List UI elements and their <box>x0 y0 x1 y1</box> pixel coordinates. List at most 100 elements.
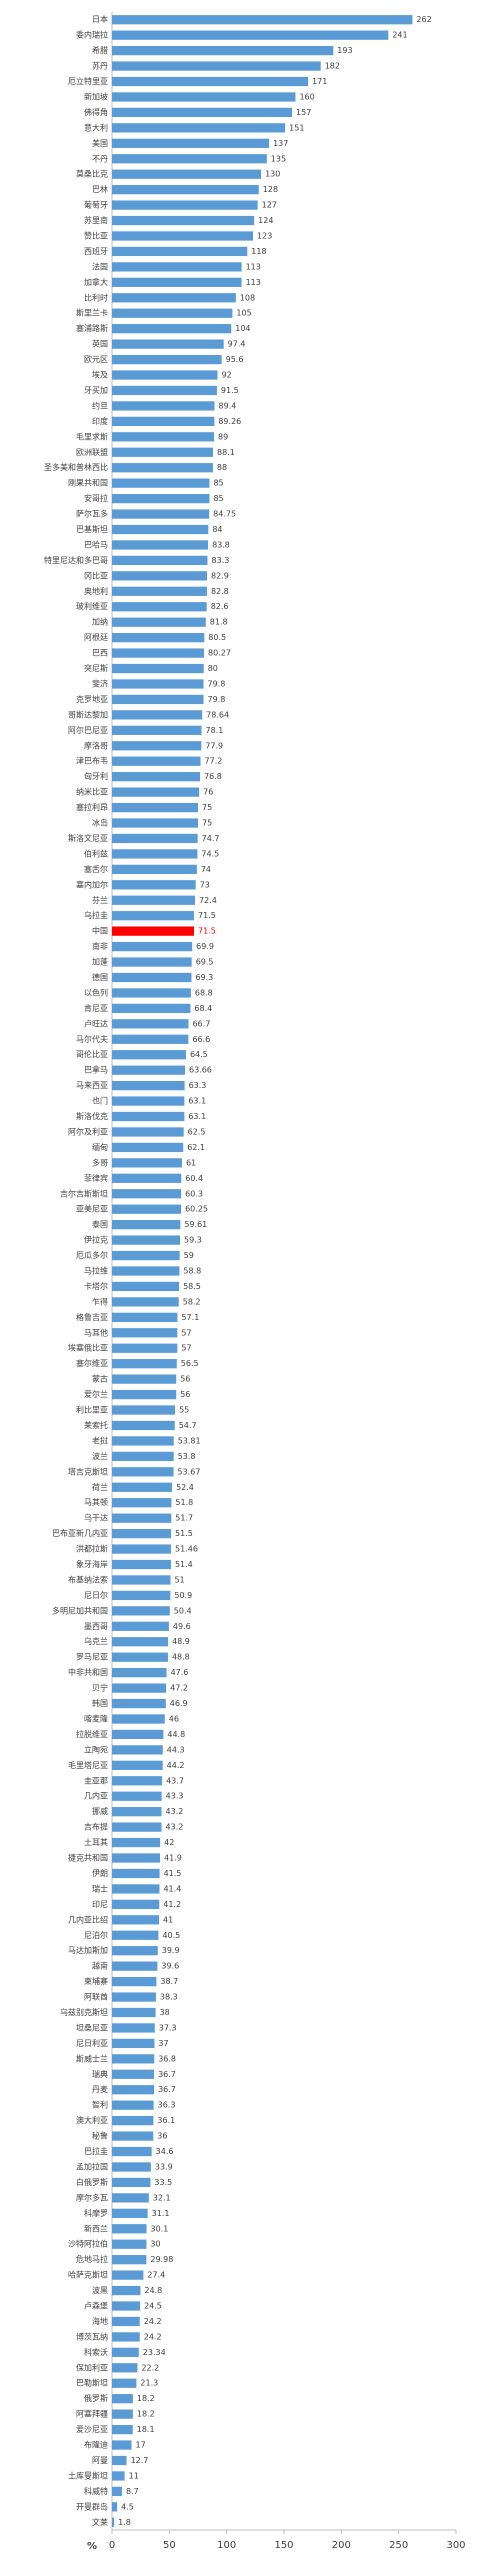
value-label: 108 <box>240 293 255 302</box>
value-label: 64.5 <box>190 1050 208 1059</box>
value-label: 79.8 <box>208 679 226 688</box>
y-tick-label: 俄罗斯 <box>84 2393 108 2403</box>
bar <box>112 818 198 828</box>
y-tick-label: 不丹 <box>92 154 108 163</box>
bar <box>112 385 217 396</box>
bar <box>112 2363 138 2373</box>
value-label: 38.7 <box>160 1977 178 1986</box>
y-tick-label: 新西兰 <box>84 2223 108 2233</box>
y-tick-label: 塞内加尔 <box>76 879 108 889</box>
x-tick-label: 50 <box>163 2540 176 2551</box>
y-tick-label: 博茨瓦纳 <box>76 2331 108 2341</box>
bar <box>112 1652 168 1662</box>
value-label: 38.3 <box>160 1993 178 2002</box>
y-tick-label: 亚美尼亚 <box>76 1204 108 1214</box>
y-tick-label: 印度 <box>92 416 108 426</box>
y-tick-label: 马尔代夫 <box>76 1034 108 1044</box>
value-label: 17 <box>135 2441 145 2450</box>
bar <box>112 61 321 71</box>
bar <box>112 1683 167 1693</box>
value-label: 50.4 <box>174 1606 192 1615</box>
y-tick-label: 斯洛文尼亚 <box>68 833 108 843</box>
value-label: 130 <box>265 170 280 179</box>
value-label: 58.5 <box>183 1282 201 1291</box>
x-tick-label: 250 <box>389 2540 408 2551</box>
y-tick-label: 波黑 <box>92 2285 108 2295</box>
value-label: 43.7 <box>166 1776 184 1785</box>
value-label: 24.2 <box>144 2332 162 2341</box>
bar <box>112 293 236 303</box>
y-tick-label: 刚果共和国 <box>68 479 108 488</box>
y-tick-label: 英国 <box>92 339 108 349</box>
value-label: 32.1 <box>153 2193 171 2202</box>
bar <box>112 617 206 627</box>
value-label: 37 <box>158 2039 168 2048</box>
value-label: 104 <box>235 324 250 333</box>
y-tick-label: 爱沙尼亚 <box>76 2425 108 2434</box>
value-label: 50.9 <box>174 1591 192 1600</box>
y-tick-label: 贝宁 <box>92 1683 108 1693</box>
bar <box>112 354 222 365</box>
value-label: 36 <box>157 2132 167 2141</box>
y-tick-label: 伯利兹 <box>84 848 108 858</box>
y-tick-label: 科威特 <box>84 2486 108 2496</box>
y-tick-label: 莫桑比克 <box>76 169 108 179</box>
bar <box>112 478 210 488</box>
value-label: 75 <box>202 819 212 828</box>
y-tick-label: 蒙古 <box>92 1374 108 1384</box>
y-tick-label: 哥斯达黎加 <box>68 709 108 719</box>
bar <box>112 1837 161 1848</box>
bar <box>112 1915 160 1925</box>
x-tick-label: 100 <box>217 2540 236 2551</box>
bar <box>112 2177 151 2188</box>
value-label: 171 <box>312 77 327 86</box>
y-tick-label: 斯威士兰 <box>76 2053 108 2063</box>
y-tick-label: 巴西 <box>92 649 108 658</box>
value-label: 58.2 <box>183 1297 201 1306</box>
bar <box>112 277 242 287</box>
bar <box>112 1158 182 1168</box>
bar <box>112 1621 169 1631</box>
value-label: 151 <box>289 123 304 132</box>
y-tick-label: 安哥拉 <box>84 493 108 503</box>
bar <box>112 2208 148 2218</box>
y-tick-label: 约旦 <box>92 400 108 410</box>
value-label: 24.5 <box>144 2302 162 2311</box>
value-label: 57.1 <box>181 1313 199 1322</box>
value-label: 24.2 <box>144 2317 162 2326</box>
bar <box>112 1034 189 1044</box>
y-tick-label: 以色列 <box>84 987 108 997</box>
y-tick-label: 土库曼斯坦 <box>68 2470 108 2480</box>
y-tick-label: 芬兰 <box>92 895 108 905</box>
value-label: 63.1 <box>188 1112 206 1121</box>
y-tick-label: 委内瑞拉 <box>76 30 108 40</box>
y-tick-label: 斐济 <box>92 678 108 688</box>
y-tick-label: 捷克共和国 <box>68 1853 108 1863</box>
bar <box>112 1482 173 1492</box>
value-label: 63.66 <box>189 1066 212 1075</box>
y-tick-label: 巴基斯坦 <box>76 524 108 534</box>
y-tick-label: 布隆迪 <box>84 2440 108 2450</box>
bar <box>112 926 194 936</box>
value-label: 89 <box>218 432 228 441</box>
bar <box>112 493 210 504</box>
y-tick-label: 斯里兰卡 <box>76 308 108 318</box>
bar <box>112 602 207 612</box>
bar <box>112 1714 165 1724</box>
value-label: 30.1 <box>151 2224 169 2233</box>
y-tick-label: 突尼斯 <box>84 663 108 673</box>
value-label: 56 <box>180 1390 190 1399</box>
bar <box>112 2347 139 2357</box>
y-tick-label: 挪威 <box>92 1806 108 1816</box>
value-label: 137 <box>273 139 288 148</box>
y-tick-label: 象牙海岸 <box>76 1559 108 1569</box>
value-label: 1.8 <box>118 2518 131 2527</box>
bar <box>112 1528 172 1539</box>
bar <box>112 1003 191 1014</box>
y-tick-label: 克罗地亚 <box>76 694 108 704</box>
y-tick-label: 多哥 <box>92 1157 108 1167</box>
bar <box>112 524 209 535</box>
y-tick-label: 哥伦比亚 <box>76 1049 108 1059</box>
value-label: 62.5 <box>188 1127 206 1136</box>
value-label: 113 <box>246 278 261 287</box>
